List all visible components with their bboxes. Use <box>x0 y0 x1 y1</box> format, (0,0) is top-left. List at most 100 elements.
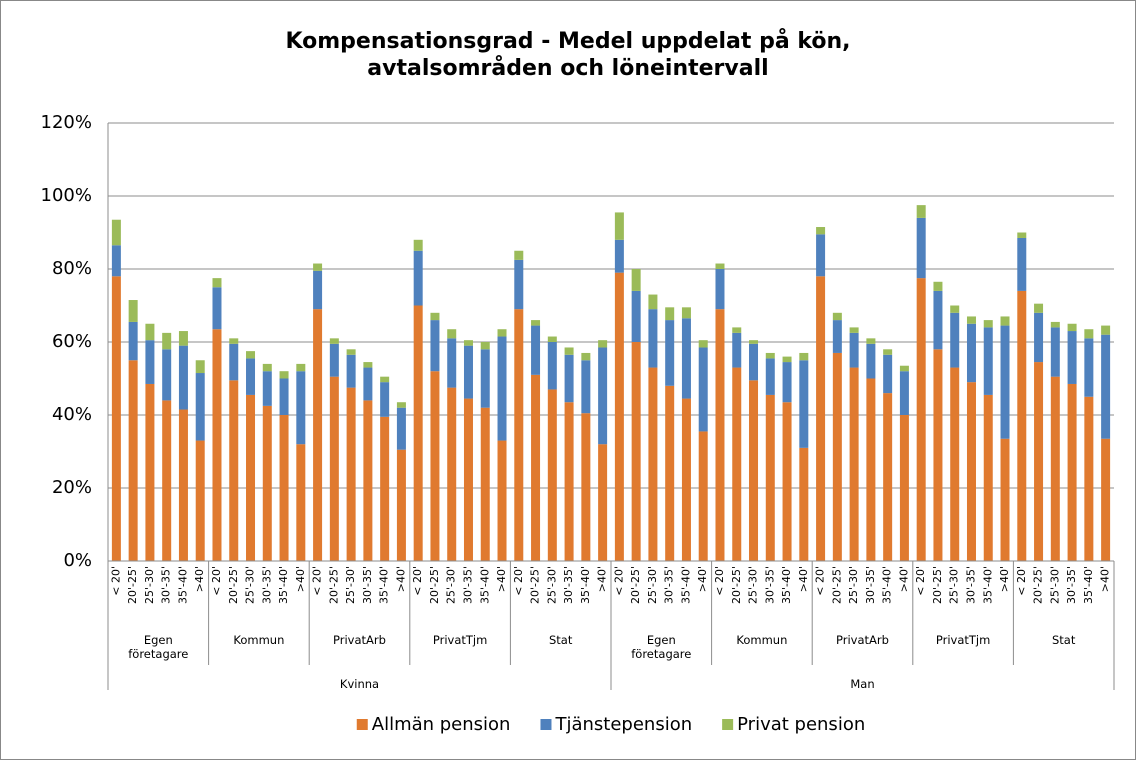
x-tick-label: 30'-35' <box>763 566 776 604</box>
bar-segment <box>648 309 658 368</box>
bar-segment <box>346 349 356 355</box>
bar-segment <box>380 376 390 383</box>
bar-segment <box>212 278 222 288</box>
bar-segment <box>547 342 557 390</box>
bar-segment <box>162 332 172 350</box>
bar-segment <box>715 269 725 310</box>
x-tick-label: 35'-40' <box>478 566 491 604</box>
bar-segment <box>866 343 876 379</box>
bar-segment <box>413 239 423 251</box>
bar-segment <box>950 312 960 368</box>
x-tick-label: 35'-40' <box>780 566 793 604</box>
bar-segment <box>1034 362 1044 561</box>
bar-segment <box>1000 325 1010 439</box>
x-tick-label: 30'-35' <box>1065 566 1078 604</box>
bar-segment <box>514 309 524 561</box>
bar-segment <box>916 278 926 561</box>
bar-segment <box>1017 290 1027 561</box>
bar-segment <box>396 402 406 408</box>
x-tick-label: 20'-25' <box>227 566 240 604</box>
bar-segment <box>849 332 859 368</box>
bar-segment <box>128 321 138 361</box>
bar-segment <box>547 389 557 561</box>
x-tick-label: 35'-40' <box>1082 566 1095 604</box>
bar-segment <box>1101 325 1111 335</box>
x-tick-label: 25'-30' <box>747 566 760 604</box>
bar-segment <box>816 234 826 277</box>
bar-segment <box>631 342 641 561</box>
bar-segment <box>665 385 675 561</box>
bar-segment <box>229 338 239 344</box>
x-tick-label: < 20' <box>713 566 726 596</box>
bar-segment <box>246 394 256 561</box>
bar-segment <box>648 294 658 310</box>
bar-segment <box>296 371 306 445</box>
bar-segment <box>195 360 205 374</box>
x-tick-label: 25'-30' <box>545 566 558 604</box>
bar-segment <box>346 354 356 388</box>
x-tick-label: >40' <box>1099 566 1112 592</box>
bar-segment <box>832 312 842 321</box>
bar-segment <box>413 305 423 561</box>
bar-segment <box>1084 338 1094 397</box>
bar-segment <box>329 376 339 561</box>
bar-segment <box>916 205 926 218</box>
bar-segment <box>665 307 675 321</box>
bar-segment <box>883 354 893 394</box>
x-tick-label: 20'-25' <box>1032 566 1045 604</box>
bar-segment <box>933 349 943 561</box>
x-tick-label: >40' <box>897 566 910 592</box>
bar-segment <box>111 276 121 561</box>
bar-segment <box>363 400 373 561</box>
bar-segment <box>1034 312 1044 363</box>
x-tick-label: 25'-30' <box>445 566 458 604</box>
bar-segment <box>480 342 490 350</box>
bar-segment <box>816 227 826 235</box>
bar-segment <box>698 340 708 348</box>
bar-segment <box>463 398 473 561</box>
bar-segment <box>1050 321 1060 328</box>
bar-segment <box>614 239 624 273</box>
x-tick-label: 30'-35' <box>964 566 977 604</box>
bar-segment <box>329 343 339 377</box>
bar-segment <box>698 347 708 432</box>
x-tick-label: 30'-35' <box>461 566 474 604</box>
x-tick-label: >40' <box>696 566 709 592</box>
x-tick-label: 30'-35' <box>663 566 676 604</box>
bar-segment <box>430 371 440 561</box>
bar-segment <box>480 407 490 561</box>
bar-segment <box>531 325 541 375</box>
bar-segment <box>832 320 842 353</box>
bar-segment <box>1034 303 1044 313</box>
bar-segment <box>128 300 138 322</box>
bar-segment <box>547 336 557 342</box>
bar-segment <box>983 394 993 561</box>
x-tick-label: >40' <box>998 566 1011 592</box>
bar-segment <box>966 323 976 383</box>
bar-segment <box>598 347 608 445</box>
bar-segment <box>514 250 524 260</box>
bar-segment <box>346 387 356 561</box>
x-tick-label: >40' <box>394 566 407 592</box>
bar-segment <box>1084 329 1094 339</box>
bar-segment <box>178 331 188 346</box>
bar-segment <box>1017 237 1027 291</box>
bar-segment <box>296 363 306 372</box>
y-tick-label: 60% <box>52 331 92 352</box>
bar-segment <box>463 340 473 346</box>
bar-segment <box>899 415 909 561</box>
supergroup-label: Man <box>850 677 875 691</box>
bar-segment <box>195 373 205 441</box>
x-tick-label: 20'-25' <box>529 566 542 604</box>
bar-segment <box>514 259 524 310</box>
bar-segment <box>480 349 490 408</box>
bar-segment <box>162 400 172 561</box>
bar-segment <box>363 367 373 401</box>
bar-segment <box>799 360 809 448</box>
legend-swatch <box>540 719 552 730</box>
bar-segment <box>313 270 323 310</box>
bar-segment <box>799 447 809 561</box>
bar-segment <box>749 340 759 344</box>
bar-segment <box>1000 438 1010 561</box>
